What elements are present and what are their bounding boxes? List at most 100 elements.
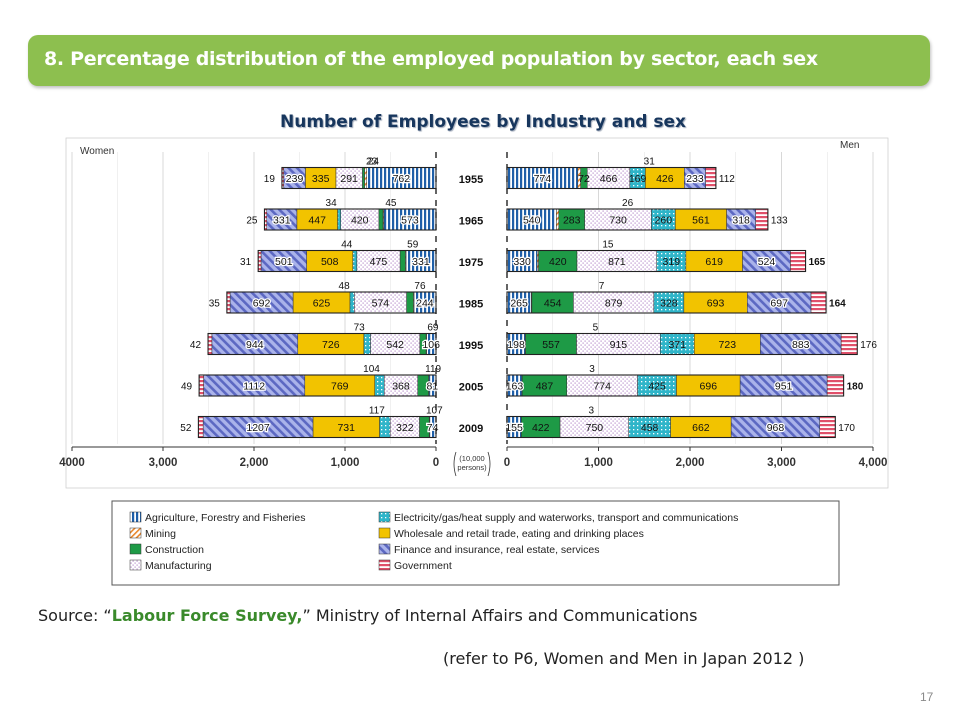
men-value-label: 233 xyxy=(686,173,704,185)
men-bar-gov xyxy=(826,374,844,397)
women-value-label: 239 xyxy=(286,173,304,185)
women-bar-mining xyxy=(364,167,367,189)
women-value-label: 117 xyxy=(369,406,385,417)
legend-swatch-util xyxy=(378,511,391,523)
women-bar-outline xyxy=(197,415,437,439)
women-value-label: 76 xyxy=(414,281,426,292)
women-value-label: 726 xyxy=(322,339,340,351)
women-value-label: 59 xyxy=(407,240,419,251)
women-bar-gov xyxy=(198,416,204,438)
men-value-label: 371 xyxy=(668,339,686,351)
men-value-label: 557 xyxy=(542,339,560,351)
legend-swatch-constr xyxy=(129,543,142,555)
women-value-label: 542 xyxy=(386,339,404,351)
men-value-label: 133 xyxy=(771,216,788,227)
women-value-label: 25 xyxy=(246,216,258,227)
slide-title: 8. Percentage distribution of the employ… xyxy=(44,48,818,70)
men-value-label: 318 xyxy=(732,215,750,227)
men-value-label: 170 xyxy=(838,423,855,434)
legend-label-manuf: Manufacturing xyxy=(145,560,212,572)
men-bar-gov xyxy=(810,291,827,314)
women-label: Women xyxy=(80,146,114,157)
source-note: Source: “Labour Force Survey,” Ministry … xyxy=(38,606,698,625)
women-value-label: 625 xyxy=(313,298,331,310)
legend-swatch-gov xyxy=(378,559,391,571)
men-value-label: 879 xyxy=(605,298,623,310)
title-banner: 8. Percentage distribution of the employ… xyxy=(28,35,930,86)
men-bar-outline xyxy=(506,208,769,231)
men-bar-gov xyxy=(840,333,858,355)
legend-label-mining: Mining xyxy=(145,528,176,540)
year-label: 2009 xyxy=(459,423,483,435)
unit-parentheses xyxy=(453,451,491,477)
men-x-tick-label: 3,000 xyxy=(767,457,796,469)
year-label: 1965 xyxy=(459,216,483,228)
men-value-label: 155 xyxy=(505,422,523,434)
women-bar-outline xyxy=(226,291,437,314)
women-value-label: 692 xyxy=(253,298,271,310)
men-value-label: 164 xyxy=(829,299,846,310)
men-value-label: 466 xyxy=(600,173,618,185)
men-value-label: 619 xyxy=(705,256,723,268)
women-bar-outline xyxy=(263,208,437,231)
women-value-label: 106 xyxy=(422,339,440,351)
women-value-label: 42 xyxy=(190,340,202,351)
men-value-label: 883 xyxy=(792,339,810,351)
legend-label-agri: Agriculture, Forestry and Fisheries xyxy=(145,512,305,524)
women-value-label: 573 xyxy=(401,215,419,227)
women-value-label: 23 xyxy=(366,157,378,168)
men-x-tick-label: 0 xyxy=(504,457,510,469)
reference-note: (refer to P6, Women and Men in Japan 201… xyxy=(443,649,805,668)
men-value-label: 561 xyxy=(692,215,710,227)
women-bar-util xyxy=(337,208,341,231)
legend-label-retail: Wholesale and retail trade, eating and d… xyxy=(394,528,644,540)
legend-swatch-mining xyxy=(129,527,142,539)
men-value-label: 198 xyxy=(507,339,525,351)
men-value-label: 3 xyxy=(589,364,595,375)
women-bar-constr xyxy=(406,291,414,314)
women-value-label: 762 xyxy=(393,173,411,185)
men-x-tick-label: 4,000 xyxy=(859,457,888,469)
women-value-label: 322 xyxy=(396,422,414,434)
men-value-label: 112 xyxy=(719,174,735,185)
men-x-tick-label: 2,000 xyxy=(676,457,705,469)
women-value-label: 19 xyxy=(264,174,276,185)
legend-swatch-retail xyxy=(378,527,391,539)
legend-label-finance: Finance and insurance, real estate, serv… xyxy=(394,544,599,556)
men-value-label: 15 xyxy=(602,240,614,251)
men-value-label: 165 xyxy=(809,257,826,268)
women-value-label: 49 xyxy=(181,382,193,393)
men-value-label: 31 xyxy=(644,157,656,168)
men-bar-mining xyxy=(556,208,560,231)
women-value-label: 44 xyxy=(341,240,353,251)
women-bar-gov xyxy=(198,374,204,397)
women-value-label: 475 xyxy=(370,256,388,268)
women-value-label: 69 xyxy=(427,323,439,334)
women-bar-constr xyxy=(399,250,406,272)
men-value-label: 487 xyxy=(536,381,554,393)
source-survey-name: Labour Force Survey, xyxy=(111,606,303,625)
chart-title: Number of Employees by Industry and sex xyxy=(280,112,686,132)
men-bar-gov xyxy=(790,250,806,272)
women-value-label: 107 xyxy=(426,406,443,417)
men-value-label: 180 xyxy=(847,382,864,393)
women-value-label: 574 xyxy=(372,298,390,310)
women-bar-constr xyxy=(378,208,384,231)
men-value-label: 662 xyxy=(692,422,710,434)
men-value-label: 915 xyxy=(610,339,628,351)
year-label: 1995 xyxy=(459,340,483,352)
men-value-label: 458 xyxy=(641,422,659,434)
women-bar-constr xyxy=(362,167,365,189)
men-value-label: 260 xyxy=(655,215,673,227)
women-x-tick-label: 4000 xyxy=(59,457,85,469)
men-value-label: 265 xyxy=(510,298,528,310)
men-value-label: 422 xyxy=(532,422,550,434)
women-value-label: 45 xyxy=(385,198,397,209)
women-value-label: 944 xyxy=(246,339,264,351)
women-x-tick-label: 3,000 xyxy=(149,457,178,469)
men-value-label: 774 xyxy=(534,173,552,185)
women-bar-util xyxy=(379,416,391,438)
women-value-label: 35 xyxy=(209,299,221,310)
women-value-label: 331 xyxy=(412,256,430,268)
